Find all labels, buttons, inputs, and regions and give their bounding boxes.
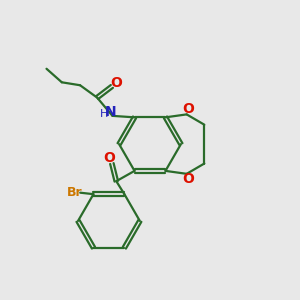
Text: O: O — [182, 172, 194, 186]
Text: O: O — [110, 76, 122, 91]
Text: Br: Br — [67, 186, 83, 199]
Text: H: H — [99, 110, 108, 119]
Text: O: O — [103, 151, 115, 165]
Text: O: O — [182, 102, 194, 116]
Text: N: N — [105, 105, 117, 119]
